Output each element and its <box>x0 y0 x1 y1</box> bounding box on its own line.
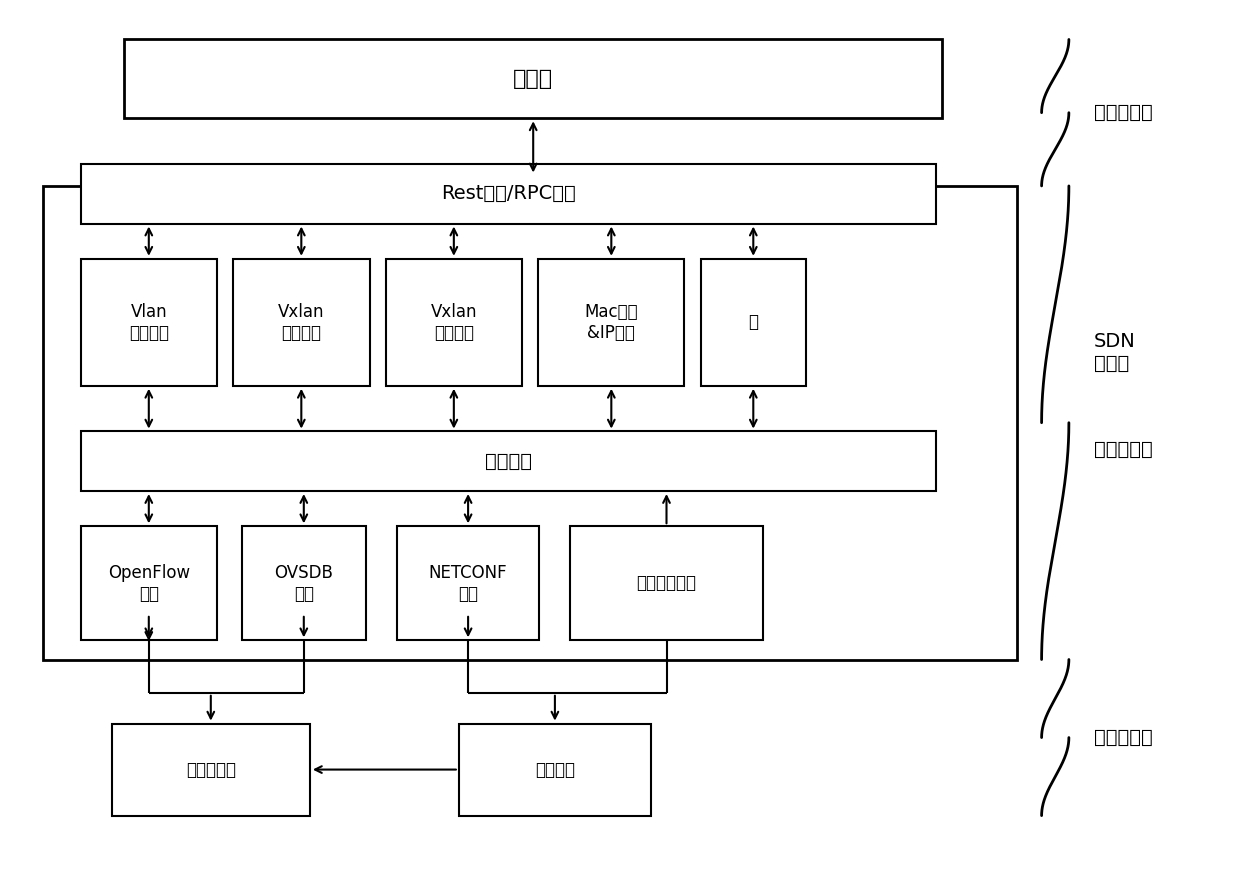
Bar <box>81 259 217 386</box>
Text: Mac地址
&IP地址: Mac地址 &IP地址 <box>584 303 639 342</box>
Text: Vlan
网络信息: Vlan 网络信息 <box>129 303 169 342</box>
Text: 业务处理: 业务处理 <box>485 452 532 471</box>
Bar <box>112 724 310 816</box>
Text: 其他私有接口: 其他私有接口 <box>636 574 697 592</box>
Text: OpenFlow
协议: OpenFlow 协议 <box>108 564 190 602</box>
Text: 物理设备: 物理设备 <box>534 760 575 779</box>
Text: Rest接口/RPC接口: Rest接口/RPC接口 <box>441 184 575 203</box>
Text: 云平台: 云平台 <box>513 69 553 89</box>
Text: Vxlan
隋道信息: Vxlan 隋道信息 <box>430 303 477 342</box>
Text: 等: 等 <box>748 313 759 332</box>
Bar <box>701 259 806 386</box>
Text: SDN
控制器: SDN 控制器 <box>1094 332 1136 373</box>
Bar <box>81 164 936 224</box>
Bar <box>43 186 1017 660</box>
Bar <box>397 526 539 640</box>
Bar <box>242 526 366 640</box>
Bar <box>386 259 522 386</box>
Bar <box>538 259 684 386</box>
Text: 虚拟交据机: 虚拟交据机 <box>186 760 236 779</box>
Bar <box>81 526 217 640</box>
Bar <box>124 39 942 118</box>
Text: Vxlan
网络信息: Vxlan 网络信息 <box>278 303 325 342</box>
Text: 配置协同层: 配置协同层 <box>1094 103 1152 122</box>
Text: NETCONF
协议: NETCONF 协议 <box>429 564 507 602</box>
Bar <box>570 526 763 640</box>
Bar <box>81 431 936 491</box>
Bar <box>459 724 651 816</box>
Text: OVSDB
协议: OVSDB 协议 <box>274 564 334 602</box>
Bar <box>233 259 370 386</box>
Text: 转发数据层: 转发数据层 <box>1094 728 1152 747</box>
Text: 网络控制层: 网络控制层 <box>1094 439 1152 459</box>
